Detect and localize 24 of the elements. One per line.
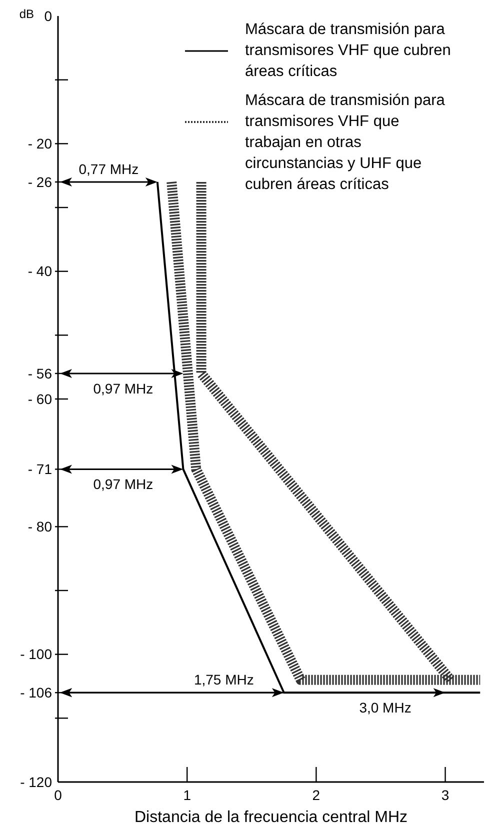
annotation: 1,75 MHz [194, 672, 254, 688]
x-tick-label: 2 [312, 787, 320, 803]
y-tick-label: - 71 [28, 461, 52, 478]
y-tick-label: - 20 [28, 136, 52, 152]
y-tick-label: - 120 [20, 774, 52, 790]
x-axis-title: Distancia de la frecuencia central MHz [134, 809, 408, 826]
x-tick-label: 3 [441, 787, 450, 803]
y-tick-label: - 106 [20, 684, 52, 701]
y-tick-label: - 80 [28, 518, 52, 535]
annotation: 0,77 MHz [78, 160, 139, 177]
y-tick-label: - 40 [28, 263, 52, 280]
annotation: 3,0 MHz [359, 700, 412, 716]
y-tick-label: - 60 [28, 390, 52, 407]
text: Máscara de transmisión para transmisores VHF que trabajan en otras circunstancias y UHF que cubren áreas críticas [245, 92, 446, 193]
annotation: 0,97 MHz [93, 476, 154, 492]
annotation: 0,97 MHz [93, 380, 154, 396]
x-tick-label: 1 [183, 787, 192, 803]
y-tick-label: - 56 [28, 365, 52, 382]
x-tick-label: 0 [54, 787, 62, 803]
y-axis-title: dB [19, 7, 34, 21]
y-tick-label: 0 [44, 8, 52, 24]
legend-label: Máscara de transmisión para transmisores VHF que cubren áreas críticas [245, 21, 451, 80]
y-tick-label: - 26 [28, 174, 52, 190]
y-tick-label: - 100 [20, 646, 52, 662]
